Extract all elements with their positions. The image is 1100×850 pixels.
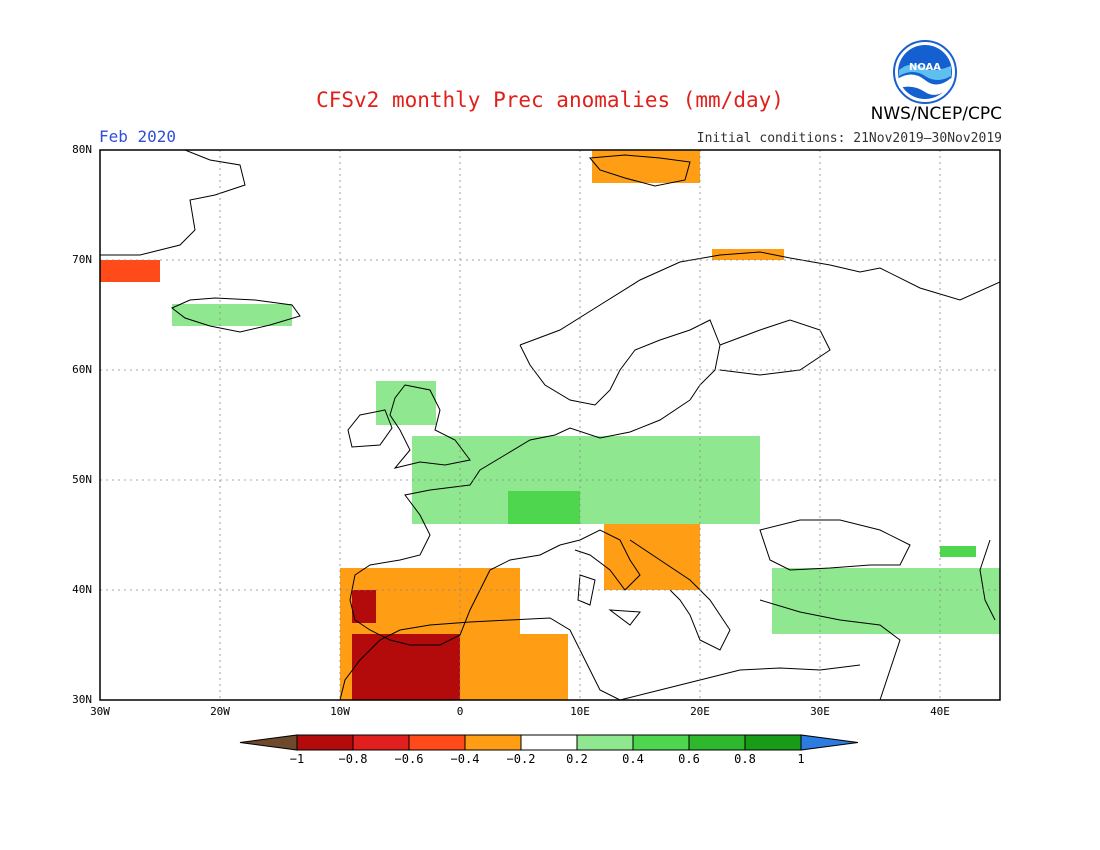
colorbar-segment: [744, 734, 802, 751]
sardinia-coast: [577, 574, 596, 606]
anomaly-region: [712, 249, 784, 260]
lat-tick-label: 60N: [72, 363, 92, 376]
lon-tick-label: 10E: [570, 705, 590, 718]
lon-tick-label: 20W: [210, 705, 230, 718]
colorbar-label: −1: [289, 752, 305, 766]
map-title: CFSv2 monthly Prec anomalies (mm/day): [316, 88, 784, 112]
noaa-logo-text: NOAA: [909, 62, 941, 73]
caspian-coast: [979, 539, 996, 621]
colorbar-label: 0.8: [734, 752, 756, 766]
colorbar-label: −0.2: [506, 752, 536, 766]
lon-tick-label: 0: [456, 705, 464, 718]
colorbar-label: −0.8: [338, 752, 368, 766]
lon-tick-label: 30W: [90, 705, 110, 718]
anomaly-region: [172, 304, 292, 326]
lon-tick-label: 20E: [690, 705, 710, 718]
agency-label: NWS/NCEP/CPC: [870, 104, 1002, 124]
map-border: [99, 149, 1001, 701]
ireland-coast: [347, 409, 393, 448]
colorbar-segment: [520, 734, 578, 751]
colorbar-segment: [632, 734, 690, 751]
finland-coast: [719, 319, 831, 376]
colorbar-label: 0.2: [566, 752, 588, 766]
black-sea-coast: [759, 519, 911, 571]
iceland-coast: [171, 297, 301, 333]
britain-coast: [389, 384, 471, 469]
colorbar-segment: [352, 734, 410, 751]
anomaly-region: [460, 634, 568, 700]
balkan-coast: [629, 539, 731, 651]
colorbar-segment: [464, 734, 522, 751]
colorbar-label: 0.4: [622, 752, 644, 766]
colorbar-segment: [408, 734, 466, 751]
colorbar-min-arrow: [239, 734, 298, 751]
lat-tick-label: 30N: [72, 693, 92, 706]
greenland-coast: [100, 150, 246, 256]
colorbar-segment: [688, 734, 746, 751]
colorbar-segment: [576, 734, 634, 751]
colorbar-label: −0.4: [450, 752, 480, 766]
colorbar-segment: [296, 734, 354, 751]
colorbar-label: −0.6: [394, 752, 424, 766]
north-africa-coast: [339, 617, 621, 700]
scandinavia-north-coast: [519, 251, 1000, 346]
colorbar-max-arrow: [800, 734, 859, 751]
lon-tick-label: 10W: [330, 705, 350, 718]
lat-tick-label: 70N: [72, 253, 92, 266]
initial-conditions: Initial conditions: 21Nov2019–30Nov2019: [696, 131, 1002, 146]
sicily-coast: [608, 609, 641, 626]
anomaly-region: [772, 568, 1000, 634]
svalbard-coast: [589, 154, 691, 187]
forecast-month: Feb 2020: [99, 127, 177, 146]
anomaly-region: [352, 634, 460, 700]
scandinavia-south-coast: [519, 319, 721, 406]
anomaly-region: [376, 381, 436, 425]
lon-tick-label: 30E: [810, 705, 830, 718]
libya-egypt-coast: [619, 664, 861, 700]
italy-coast: [559, 529, 641, 591]
colorbar: [239, 734, 859, 751]
anomaly-region: [508, 491, 580, 524]
anomaly-region: [940, 546, 976, 557]
anomaly-region: [592, 150, 700, 183]
anomaly-region: [604, 524, 700, 590]
lon-tick-label: 40E: [930, 705, 950, 718]
west-europe-coast: [349, 399, 691, 646]
colorbar-label: 0.6: [678, 752, 700, 766]
colorbar-label: 1: [797, 752, 805, 766]
lat-tick-label: 40N: [72, 583, 92, 596]
coastlines: [100, 150, 1000, 700]
lat-tick-label: 50N: [72, 473, 92, 486]
lat-tick-label: 80N: [72, 143, 92, 156]
noaa-logo-icon: NOAA: [893, 40, 957, 104]
anomaly-region: [100, 260, 160, 282]
anomaly-region: [352, 590, 376, 623]
turkey-coast: [759, 599, 901, 700]
